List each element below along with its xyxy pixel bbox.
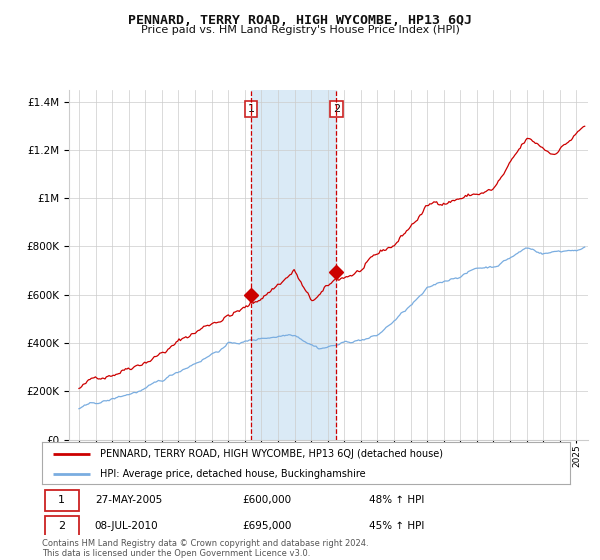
Text: 48% ↑ HPI: 48% ↑ HPI: [370, 495, 425, 505]
Text: 1: 1: [248, 104, 254, 114]
Text: PENNARD, TERRY ROAD, HIGH WYCOMBE, HP13 6QJ (detached house): PENNARD, TERRY ROAD, HIGH WYCOMBE, HP13 …: [100, 449, 443, 459]
Text: £600,000: £600,000: [242, 495, 292, 505]
Text: 08-JUL-2010: 08-JUL-2010: [95, 521, 158, 531]
Text: 45% ↑ HPI: 45% ↑ HPI: [370, 521, 425, 531]
Text: 27-MAY-2005: 27-MAY-2005: [95, 495, 162, 505]
Text: PENNARD, TERRY ROAD, HIGH WYCOMBE, HP13 6QJ: PENNARD, TERRY ROAD, HIGH WYCOMBE, HP13 …: [128, 14, 472, 27]
Text: £695,000: £695,000: [242, 521, 292, 531]
Text: Contains HM Land Registry data © Crown copyright and database right 2024.
This d: Contains HM Land Registry data © Crown c…: [42, 539, 368, 558]
Text: 2: 2: [333, 104, 340, 114]
Bar: [251, 90, 336, 440]
Text: Price paid vs. HM Land Registry's House Price Index (HPI): Price paid vs. HM Land Registry's House …: [140, 25, 460, 35]
Text: HPI: Average price, detached house, Buckinghamshire: HPI: Average price, detached house, Buck…: [100, 469, 366, 479]
FancyBboxPatch shape: [44, 516, 79, 536]
FancyBboxPatch shape: [44, 489, 79, 511]
Text: 1: 1: [58, 495, 65, 505]
Text: 2: 2: [58, 521, 65, 531]
